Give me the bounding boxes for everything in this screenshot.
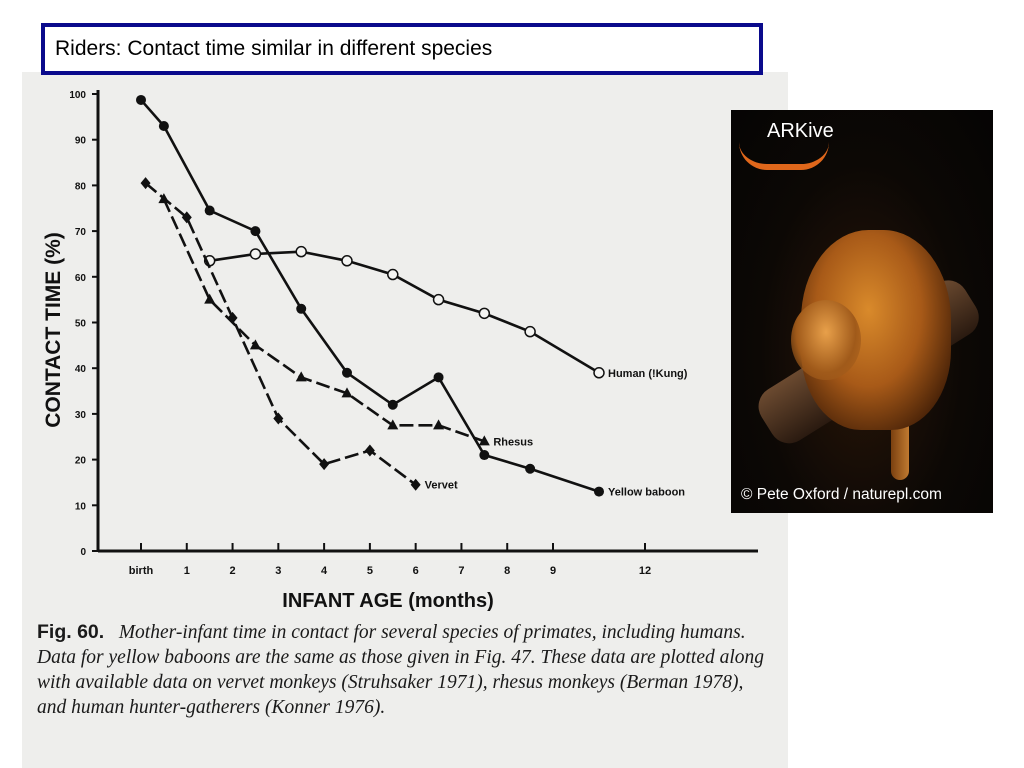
slide-title-box: Riders: Contact time similar in differen…	[41, 23, 763, 75]
data-point	[181, 211, 192, 224]
data-point	[273, 412, 284, 425]
x-tick-label: 2	[229, 565, 235, 577]
y-tick-label: 30	[75, 410, 87, 421]
data-point	[341, 255, 353, 267]
y-tick-label: 80	[75, 181, 87, 192]
arkive-logo-swoosh	[739, 142, 829, 170]
data-point	[364, 444, 375, 457]
series-label: Human (!Kung)	[608, 368, 688, 380]
x-tick-label: 6	[413, 565, 419, 577]
y-tick-label: 90	[75, 136, 87, 147]
photo-credit: © Pete Oxford / naturepl.com	[741, 486, 942, 503]
data-point	[227, 311, 238, 324]
data-point	[341, 387, 353, 398]
data-point	[410, 478, 421, 491]
y-tick-label: 50	[75, 319, 87, 330]
x-tick-label: 12	[639, 565, 651, 577]
series-label: Vervet	[425, 480, 458, 492]
data-point	[594, 486, 604, 497]
x-tick-label: birth	[129, 565, 154, 577]
series-label: Rhesus	[493, 436, 533, 448]
data-point	[387, 399, 398, 410]
data-point	[479, 450, 490, 461]
figure-caption: Fig. 60. Mother-infant time in contact f…	[37, 620, 767, 720]
y-tick-label: 70	[75, 227, 87, 238]
y-tick-label: 60	[75, 273, 87, 284]
data-point	[433, 372, 444, 383]
data-point	[319, 458, 330, 471]
data-point	[249, 339, 261, 350]
data-point	[296, 303, 307, 314]
x-axis-title: INFANT AGE (months)	[282, 590, 493, 612]
monkey-photo: ARKive © Pete Oxford / naturepl.com	[731, 110, 993, 513]
series-line-rhesus	[162, 198, 485, 443]
data-point	[433, 419, 445, 430]
data-point	[204, 205, 215, 216]
infant-monkey-shape	[791, 300, 861, 380]
arkive-logo: ARKive	[767, 120, 834, 142]
data-point	[387, 419, 399, 430]
data-point	[478, 307, 491, 320]
data-point	[593, 367, 605, 379]
data-point	[250, 226, 261, 237]
data-point	[295, 245, 307, 258]
data-point	[204, 293, 216, 304]
data-point	[432, 293, 445, 306]
data-point	[136, 94, 146, 105]
y-tick-label: 10	[75, 501, 87, 512]
x-tick-label: 5	[367, 565, 373, 577]
data-point	[342, 367, 352, 378]
x-tick-label: 1	[184, 565, 190, 577]
x-tick-label: 3	[275, 565, 281, 577]
caption-text: Mother-infant time in contact for severa…	[37, 622, 765, 718]
data-point	[525, 463, 536, 474]
x-tick-label: 8	[504, 565, 510, 577]
y-tick-label: 100	[69, 90, 86, 101]
series-label: Yellow baboon	[608, 487, 685, 499]
data-point	[478, 435, 490, 446]
data-point	[249, 248, 262, 260]
y-tick-label: 0	[80, 547, 86, 558]
y-tick-label: 40	[75, 364, 87, 375]
data-point	[387, 268, 399, 281]
caption-label: Fig. 60.	[37, 621, 105, 643]
series-line-vervet	[144, 182, 417, 486]
data-point	[295, 371, 307, 382]
data-point	[140, 177, 151, 190]
data-point	[158, 120, 169, 131]
y-axis-title: CONTACT TIME (%)	[42, 232, 65, 428]
x-tick-label: 7	[458, 565, 464, 577]
slide-title: Riders: Contact time similar in differen…	[55, 37, 493, 60]
x-tick-label: 9	[550, 565, 556, 577]
x-tick-label: 4	[321, 565, 328, 577]
data-point	[524, 325, 536, 338]
y-tick-label: 20	[75, 456, 87, 467]
